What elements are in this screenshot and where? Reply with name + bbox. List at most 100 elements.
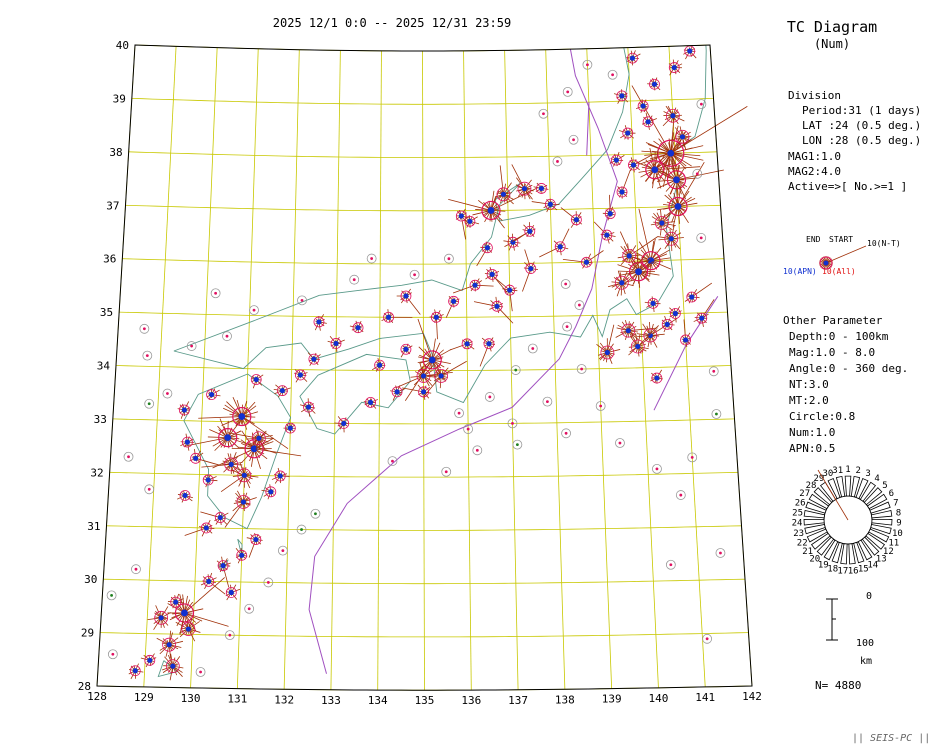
- event-symbol: [273, 384, 291, 398]
- event-symbol: [568, 134, 579, 145]
- event-symbol: [310, 508, 321, 519]
- event-symbol: [636, 99, 649, 113]
- event-symbol: [628, 325, 659, 357]
- dial-day-segment: [810, 532, 831, 550]
- lat-tick-label: 28: [78, 680, 91, 693]
- event-symbol: [693, 299, 715, 327]
- event-symbol: [366, 253, 377, 264]
- event-symbol: [650, 369, 663, 384]
- event-symbol: [602, 194, 616, 221]
- lon-tick-label: 142: [742, 690, 762, 703]
- event-symbol: [665, 559, 676, 570]
- event-symbol: [144, 484, 155, 495]
- event-symbol: [562, 321, 572, 332]
- legend-event-glyph: [819, 245, 867, 270]
- lon-tick-label: 139: [602, 693, 622, 706]
- lat-tick-label: 30: [84, 573, 97, 586]
- event-symbol: [390, 385, 405, 401]
- event-symbol: [244, 603, 255, 614]
- event-symbol: [479, 337, 496, 367]
- dial-day-label: 30: [822, 469, 833, 479]
- event-symbol: [512, 439, 523, 450]
- event-symbol: [692, 168, 703, 179]
- division-active: Active=>[ No.>=1 ]: [788, 180, 907, 193]
- event-symbol: [175, 618, 201, 642]
- event-symbol: [510, 365, 521, 375]
- dial-day-label: 6: [889, 489, 894, 499]
- coastline: [319, 47, 630, 296]
- param-depth: Depth:0 - 100km: [789, 330, 889, 343]
- param-mt: MT:2.0: [789, 394, 829, 407]
- event-symbol: [527, 343, 538, 354]
- division-mag2: MAG2:4.0: [788, 165, 841, 178]
- event-symbol: [687, 452, 698, 463]
- dial-day-segment: [853, 541, 865, 564]
- event-symbol: [449, 338, 475, 351]
- event-symbol: [327, 336, 345, 352]
- event-symbol: [539, 228, 570, 258]
- event-symbol: [106, 590, 117, 601]
- dial-day-label: 20: [809, 555, 820, 565]
- event-symbol: [131, 564, 141, 575]
- trench-line: [308, 49, 618, 674]
- dial-day-segment: [855, 477, 869, 500]
- event-symbol: [494, 165, 514, 205]
- coastline: [157, 660, 179, 678]
- latitude-labels: 40 39 38 37 36 35 34 33 32 31 30 29 28: [78, 39, 129, 693]
- event-symbol: [167, 593, 185, 609]
- event-symbol: [381, 309, 413, 324]
- event-symbol: [696, 233, 707, 243]
- lon-tick-label: 140: [648, 692, 668, 705]
- lon-tick-label: 131: [227, 693, 247, 706]
- lon-gridline: [190, 47, 218, 688]
- event-symbol: [531, 198, 560, 213]
- param-angle: Angle:0 - 360 deg.: [789, 362, 908, 375]
- event-symbol: [595, 401, 606, 411]
- event-symbol: [363, 396, 378, 409]
- event-symbol: [507, 418, 518, 429]
- event-symbol: [139, 323, 150, 334]
- event-symbol: [463, 424, 474, 434]
- dial-day-segment: [831, 541, 843, 564]
- lat-tick-label: 31: [87, 520, 100, 533]
- map-frame: [96, 44, 753, 691]
- dial-day-label: 21: [802, 547, 813, 557]
- event-symbol: [395, 362, 453, 389]
- event-symbol: [628, 153, 654, 173]
- event-symbol: [200, 572, 226, 595]
- event-symbol: [715, 548, 726, 558]
- lon-tick-label: 138: [555, 693, 575, 706]
- event-symbol: [296, 524, 307, 535]
- event-symbol: [683, 45, 697, 60]
- coastline: [173, 294, 320, 352]
- dial-day-segment: [870, 510, 893, 519]
- event-symbol: [617, 231, 660, 288]
- event-symbol: [484, 392, 495, 402]
- event-symbol: [422, 360, 467, 398]
- event-count: N= 4880: [815, 679, 861, 692]
- event-symbol: [615, 438, 625, 448]
- event-symbol: [162, 388, 173, 399]
- lon-gridline: [143, 46, 177, 687]
- lon-tick-label: 135: [415, 694, 435, 707]
- depth-scale: 0 100 km: [826, 591, 874, 667]
- event-symbol: [542, 396, 553, 407]
- event-symbol: [657, 161, 705, 228]
- event-symbol: [452, 278, 494, 294]
- event-symbol: [582, 59, 593, 70]
- lat-tick-label: 36: [103, 253, 116, 266]
- division-lat: LAT :24 (0.5 deg.): [802, 119, 921, 132]
- event-symbol: [224, 490, 257, 528]
- event-symbol: [708, 366, 719, 377]
- dial-day-segment: [823, 539, 839, 561]
- other-parameter-heading: Other Parameter: [783, 314, 883, 327]
- legend-symbol: END START 10(N-T) 10(APN) 10(All): [783, 235, 901, 276]
- event-symbol: [661, 315, 675, 333]
- event-symbol: [711, 409, 722, 419]
- division-lon: LON :28 (0.5 deg.): [802, 134, 921, 147]
- event-symbol: [576, 364, 587, 374]
- event-symbol: [668, 306, 682, 323]
- dial-day-label: 26: [795, 498, 806, 508]
- event-symbol: [657, 159, 724, 200]
